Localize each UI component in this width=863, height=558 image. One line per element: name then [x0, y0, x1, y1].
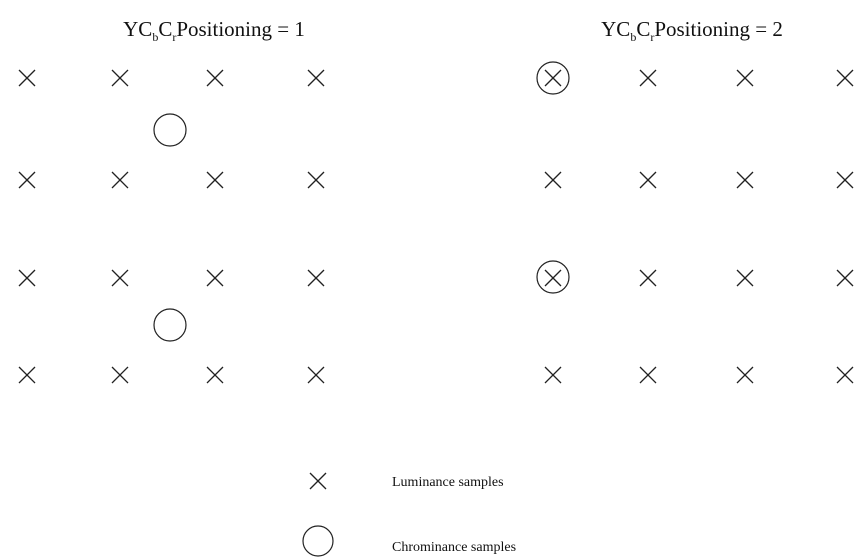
cross-stroke — [111, 269, 129, 287]
cross-stroke — [639, 171, 657, 189]
title-sub: r — [172, 30, 176, 44]
luminance-cross — [307, 69, 325, 87]
luminance-cross — [18, 366, 36, 384]
cross-stroke — [111, 69, 129, 87]
luminance-cross — [544, 171, 562, 189]
luminance-cross — [307, 366, 325, 384]
cross-stroke — [836, 366, 854, 384]
luminance-cross — [639, 269, 657, 287]
luminance-cross — [836, 366, 854, 384]
cross-stroke — [544, 366, 562, 384]
cross-stroke — [18, 171, 36, 189]
title-part: Positioning = 2 — [654, 17, 783, 41]
cross-stroke — [307, 171, 325, 189]
chroma-circle — [153, 113, 187, 147]
cross-stroke — [639, 269, 657, 287]
cross-stroke — [18, 366, 36, 384]
title-part: Positioning = 1 — [176, 17, 305, 41]
luminance-cross — [111, 69, 129, 87]
luminance-cross — [736, 269, 754, 287]
luminance-cross — [18, 269, 36, 287]
cross-stroke — [736, 69, 754, 87]
title-sub: b — [152, 30, 158, 44]
cross-stroke — [836, 69, 854, 87]
cross-stroke — [206, 69, 224, 87]
cross-stroke — [736, 171, 754, 189]
chroma-circle — [536, 260, 570, 294]
cross-stroke — [18, 69, 36, 87]
title-part: C — [158, 17, 172, 41]
luminance-cross — [18, 69, 36, 87]
title-sub: b — [630, 30, 636, 44]
cross-stroke — [836, 171, 854, 189]
luminance-cross — [736, 366, 754, 384]
cross-stroke — [307, 69, 325, 87]
cross-stroke — [639, 69, 657, 87]
cross-stroke — [736, 366, 754, 384]
luminance-cross — [544, 366, 562, 384]
cross-stroke — [206, 171, 224, 189]
luminance-cross — [206, 69, 224, 87]
title-part: C — [636, 17, 650, 41]
luminance-cross — [111, 171, 129, 189]
luminance-cross — [206, 366, 224, 384]
cross-stroke — [307, 269, 325, 287]
luminance-cross — [639, 171, 657, 189]
chroma-circle — [153, 308, 187, 342]
cross-stroke — [206, 269, 224, 287]
cross-stroke — [307, 366, 325, 384]
legend-luminance: Luminance samples — [392, 475, 504, 490]
luminance-cross — [307, 269, 325, 287]
samples — [18, 61, 854, 557]
luminance-cross — [307, 171, 325, 189]
luminance-cross — [736, 171, 754, 189]
luminance-cross — [111, 269, 129, 287]
cross-stroke — [18, 269, 36, 287]
cross-stroke — [206, 366, 224, 384]
cross-stroke — [639, 366, 657, 384]
title-part: YC — [601, 17, 630, 41]
cross-stroke — [111, 171, 129, 189]
luminance-cross — [836, 171, 854, 189]
luminance-cross — [18, 171, 36, 189]
luminance-cross — [836, 269, 854, 287]
right-title: YCbCrPositioning = 2 — [601, 17, 783, 44]
luminance-cross — [309, 472, 327, 490]
cross-stroke — [544, 171, 562, 189]
cross-stroke — [544, 269, 562, 287]
left-title: YCbCrPositioning = 1 — [123, 17, 305, 44]
chroma-circle — [536, 61, 570, 95]
cross-stroke — [309, 472, 327, 490]
luminance-cross — [111, 366, 129, 384]
luminance-cross — [639, 366, 657, 384]
cross-stroke — [111, 366, 129, 384]
luminance-cross — [736, 69, 754, 87]
title-part: YC — [123, 17, 152, 41]
legend-circle — [302, 525, 334, 557]
legend-chrominance: Chrominance samples — [392, 540, 516, 555]
title-sub: r — [650, 30, 654, 44]
luminance-cross — [639, 69, 657, 87]
luminance-cross — [544, 69, 562, 87]
cross-stroke — [736, 269, 754, 287]
cross-stroke — [544, 69, 562, 87]
luminance-cross — [206, 171, 224, 189]
cross-stroke — [836, 269, 854, 287]
luminance-cross — [206, 269, 224, 287]
luminance-cross — [836, 69, 854, 87]
luminance-cross — [544, 269, 562, 287]
